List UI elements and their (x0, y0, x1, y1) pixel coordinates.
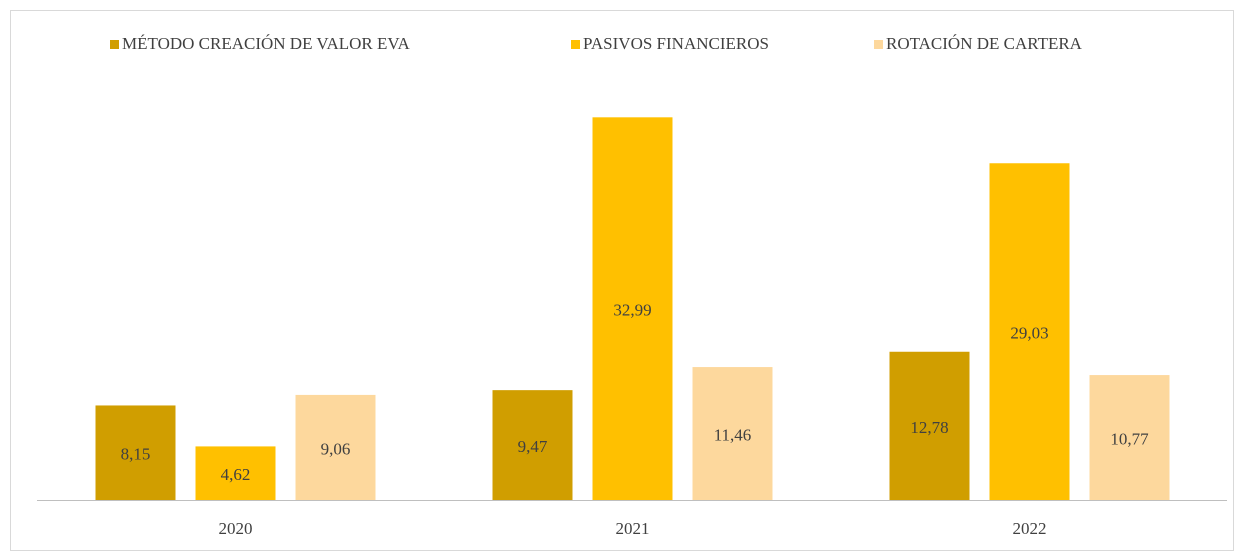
legend-swatch (571, 40, 580, 49)
x-tick-label: 2020 (219, 519, 253, 538)
data-label: 10,77 (1110, 429, 1149, 448)
bar (295, 394, 376, 500)
data-label: 9,47 (518, 437, 548, 456)
bar (195, 446, 276, 500)
data-label: 8,15 (121, 445, 151, 464)
legend-swatch (110, 40, 119, 49)
data-label: 11,46 (714, 425, 752, 444)
bar (1089, 375, 1170, 500)
bar (692, 367, 773, 500)
data-label: 12,78 (910, 418, 948, 437)
data-label: 29,03 (1010, 324, 1048, 343)
bar (592, 117, 673, 500)
legend-swatch (874, 40, 883, 49)
bar (889, 351, 970, 500)
bar (95, 405, 176, 500)
bar (989, 163, 1070, 500)
legend-label: PASIVOS FINANCIEROS (583, 34, 769, 53)
bar (492, 390, 573, 500)
legend-label: MÉTODO CREACIÓN DE VALOR EVA (122, 34, 410, 53)
data-label: 9,06 (321, 439, 351, 458)
data-label: 4,62 (221, 465, 251, 484)
data-label: 32,99 (613, 301, 651, 320)
x-tick-label: 2022 (1013, 519, 1047, 538)
legend-label: ROTACIÓN DE CARTERA (886, 34, 1083, 53)
x-tick-label: 2021 (616, 519, 650, 538)
